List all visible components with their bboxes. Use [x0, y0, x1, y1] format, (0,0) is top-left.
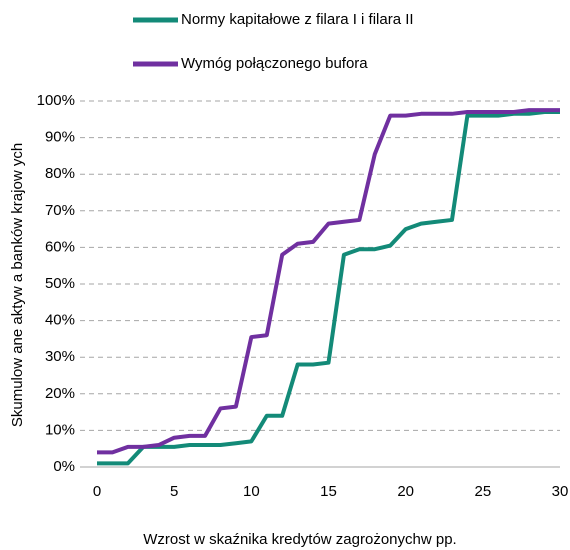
y-tick-label: 50%: [45, 275, 75, 292]
y-tick-label: 40%: [45, 312, 75, 329]
y-tick-label: 20%: [45, 385, 75, 402]
y-tick-label: 10%: [45, 421, 75, 438]
x-tick-label: 15: [320, 483, 337, 500]
x-axis-label: Wzrost w skaźnika kredytów zagrożonychw …: [143, 531, 456, 548]
series-line: [97, 109, 560, 466]
y-tick-label: 0%: [53, 458, 75, 475]
x-tick-label: 20: [397, 483, 414, 500]
legend-label: Normy kapitałowe z filara I i filara II: [181, 11, 414, 28]
y-tick-label: 80%: [45, 165, 75, 182]
x-tick-label: 25: [474, 483, 491, 500]
y-tick-label: 60%: [45, 238, 75, 255]
y-tick-label: 90%: [45, 129, 75, 146]
y-axis-label: Skumulow ane aktyw a banków krajow ych: [9, 143, 26, 427]
x-tick-label: 0: [93, 483, 101, 500]
x-tick-label: 10: [243, 483, 260, 500]
x-tick-label: 30: [552, 483, 569, 500]
series-line: [97, 108, 560, 455]
y-tick-label: 100%: [37, 92, 75, 109]
y-tick-label: 30%: [45, 348, 75, 365]
x-tick-label: 5: [170, 483, 178, 500]
y-tick-label: 70%: [45, 202, 75, 219]
legend-label: Wymóg połączonego bufora: [181, 55, 368, 72]
